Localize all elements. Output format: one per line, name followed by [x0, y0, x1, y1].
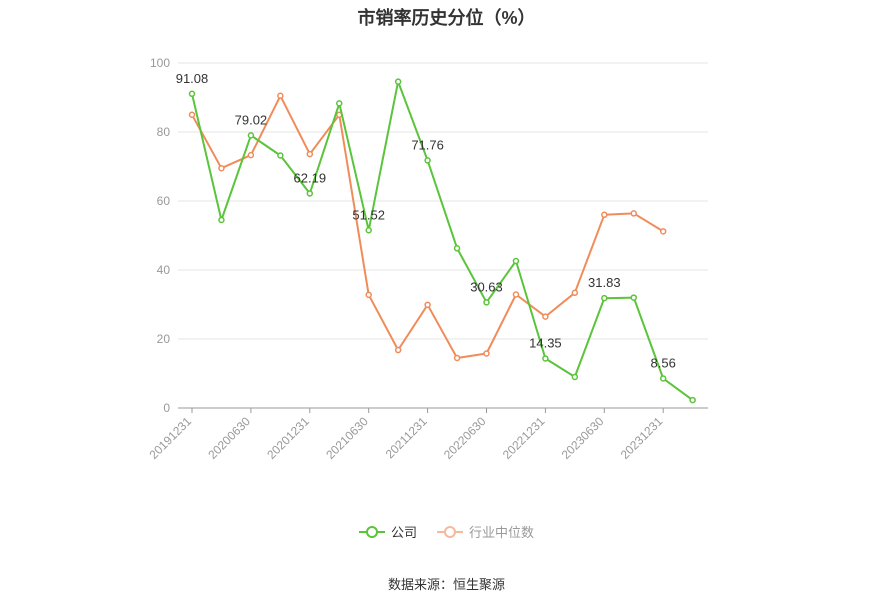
x-tick-label-20191231: 20191231 [146, 414, 194, 462]
y-tick-label-60: 60 [157, 194, 171, 208]
series-0-point-17 [689, 396, 696, 404]
series-1-point-12 [542, 313, 549, 320]
series-0-point-0 [188, 90, 196, 98]
series-1-point-10 [483, 350, 490, 357]
series-0-point-9 [453, 245, 461, 252]
x-tick-label-20211231: 20211231 [383, 414, 430, 461]
series-0-point-3 [277, 152, 284, 159]
series-1-point-9 [453, 354, 461, 362]
series [188, 78, 696, 404]
legend-industry-label: 行业中位数 [469, 525, 535, 540]
series-1-point-3 [277, 92, 284, 100]
series-0-point-13 [571, 373, 579, 381]
series-0-point-4 [306, 190, 314, 197]
series-0-point-7 [394, 78, 402, 85]
data-label-2: 79.02 [235, 112, 268, 127]
grid-lines [178, 62, 708, 340]
data-label-4: 62.19 [294, 170, 327, 185]
data-label-14: 31.83 [588, 275, 621, 290]
series-1-point-11 [512, 291, 520, 298]
series-0-point-15 [630, 294, 637, 301]
x-tick-label-20231231: 20231231 [618, 414, 666, 462]
series-1-point-6 [365, 291, 372, 299]
y-tick-label-20: 20 [157, 332, 171, 346]
series-1-point-8 [424, 301, 431, 309]
series-line-0 [191, 80, 694, 401]
data-label-6: 51.52 [352, 207, 385, 222]
legend-company-label: 公司 [390, 525, 417, 540]
series-1-point-15 [630, 210, 637, 217]
legend-company-marker [358, 525, 385, 538]
x-tick-label-20200630: 20200630 [205, 414, 253, 462]
y-tick-label-80: 80 [157, 125, 171, 139]
series-0-point-2 [247, 132, 255, 139]
x-tick-label-20201231: 20201231 [264, 414, 312, 462]
x-tick-label-20220630: 20220630 [441, 414, 489, 462]
series-1-point-14 [601, 211, 608, 219]
series-0-point-1 [218, 216, 225, 224]
y-tick-label-40: 40 [157, 263, 171, 277]
legend: 公司 行业中位数 [0, 522, 893, 541]
series-1-point-13 [571, 289, 579, 297]
series-1-point-7 [394, 346, 402, 354]
series-line-1 [191, 94, 664, 359]
series-0-point-14 [601, 294, 608, 302]
series-1-point-1 [218, 164, 225, 172]
chart-title: 市销率历史分位（%） [357, 8, 536, 28]
series-1-point-0 [188, 111, 196, 118]
series-0-point-5 [336, 100, 343, 107]
series-1-point-4 [306, 150, 314, 158]
legend-industry-marker [437, 525, 463, 538]
series-0-point-16 [659, 375, 667, 382]
legend-item-company[interactable]: 公司 [358, 522, 417, 541]
series-0-point-12 [542, 355, 549, 362]
data-label-12: 14.35 [529, 335, 562, 350]
source-note: 数据来源：恒生聚源 [387, 577, 505, 592]
y-tick-label-100: 100 [150, 56, 170, 70]
data-label-8: 71.76 [411, 137, 444, 152]
series-1-point-16 [659, 228, 667, 235]
series-1-point-2 [247, 151, 255, 159]
series-0-point-6 [365, 227, 372, 234]
series-0-point-8 [424, 157, 431, 164]
data-label-10: 30.63 [470, 279, 503, 294]
data-label-0: 91.08 [176, 71, 209, 86]
x-tick-label-20210630: 20210630 [323, 414, 371, 462]
data-label-16: 8.56 [651, 355, 676, 370]
y-tick-label-0: 0 [163, 401, 170, 415]
x-tick-label-20221231: 20221231 [500, 414, 548, 462]
legend-item-industry-median[interactable]: 行业中位数 [437, 522, 534, 541]
x-tick-label-20230630: 20230630 [559, 414, 607, 462]
series-0-point-11 [512, 257, 520, 265]
data-labels: 91.08 79.02 62.19 51.52 71.76 30.63 14.35 31.83… [176, 71, 676, 371]
series-0-point-10 [483, 299, 490, 306]
